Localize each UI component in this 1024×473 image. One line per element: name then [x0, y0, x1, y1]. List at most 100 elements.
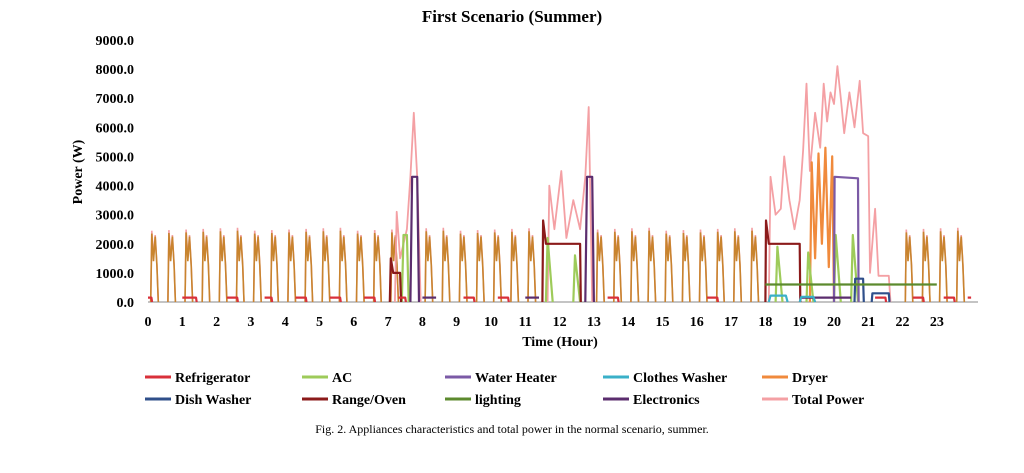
ac-cycle: [475, 232, 485, 303]
ac-cycle: [218, 231, 228, 303]
y-axis-label: Power (W): [71, 139, 86, 204]
ac-cycle: [167, 232, 177, 303]
range-oven-line: [541, 219, 582, 303]
legend-label-total-power: Total Power: [792, 393, 864, 408]
ac-cycle: [955, 230, 966, 303]
x-tick-label: 13: [587, 315, 601, 330]
ac-cycle: [681, 232, 691, 303]
refrigerator-line: [707, 296, 720, 303]
dryer-line: [808, 146, 836, 303]
ac-cycle: [664, 233, 674, 303]
ac-cycle: [304, 231, 314, 303]
clothes-washer-line: [798, 295, 817, 303]
legend-label-ac: AC: [332, 371, 352, 386]
ac-cycle: [235, 230, 245, 303]
refrigerator-line: [226, 296, 239, 303]
x-tick-label: 22: [896, 315, 910, 330]
ac-line: [774, 245, 784, 303]
ac-cycle: [184, 232, 194, 303]
legend-label-electronics: Electronics: [633, 393, 700, 408]
ac-cycle: [733, 231, 743, 303]
x-tick-label: 2: [213, 315, 220, 330]
ac-cycle: [201, 231, 211, 303]
figure-caption: Fig. 2. Appliances characteristics and t…: [315, 422, 709, 436]
x-tick-label: 23: [930, 315, 944, 330]
ac-cycle: [372, 232, 382, 303]
total-power-line: [546, 106, 594, 303]
ac-cycle: [390, 232, 400, 303]
legend-label-refrigerator: Refrigerator: [175, 371, 250, 386]
total-power-line: [394, 111, 422, 303]
refrigerator-line: [264, 296, 274, 303]
ac-cycle: [510, 231, 520, 303]
dish-washer-line: [870, 292, 891, 303]
ac-line: [544, 236, 554, 303]
x-tick-label: 19: [793, 315, 807, 330]
total-power-line: [767, 65, 892, 303]
legend-label-clothes-washer: Clothes Washer: [633, 371, 727, 386]
ac-cycle: [338, 230, 348, 303]
electronics-line: [409, 175, 421, 303]
chart-legend: Refrigerator AC Water Heater Clothes Washer…: [145, 371, 864, 408]
y-tick-label: 4000.0: [96, 180, 135, 195]
x-tick-label: 15: [655, 315, 669, 330]
x-tick-label: 1: [179, 315, 186, 330]
y-axis-ticks: 0.0 1000.0 2000.0 3000.0 4000.0 5000.0 6000.0 7…: [96, 34, 135, 311]
refrigerator-line: [182, 296, 198, 303]
electronics-line: [584, 175, 595, 303]
range-oven-line: [388, 257, 403, 303]
refrigerator-line: [148, 296, 154, 303]
refrigerator-line: [463, 296, 476, 303]
ac-cycle: [595, 232, 605, 303]
x-axis-ticks: 0 1 2 3 4 5 6 7 8 9 10 11 12 13 14 15 16 17 18 19 20 21 22 23: [145, 315, 944, 330]
y-tick-label: 0.0: [117, 296, 135, 311]
ac-cycle: [698, 232, 708, 303]
ac-cycle: [355, 233, 365, 303]
x-tick-label: 7: [385, 315, 392, 330]
refrigerator-line: [607, 296, 620, 303]
ac-cycle: [270, 232, 280, 303]
ac-cycle: [750, 230, 760, 303]
ac-cycle: [287, 232, 297, 303]
y-tick-label: 5000.0: [96, 150, 135, 165]
x-tick-label: 10: [484, 315, 498, 330]
refrigerator-line: [398, 296, 407, 303]
ac-cycle: [904, 232, 914, 303]
ac-cycle: [647, 230, 657, 303]
x-tick-label: 18: [758, 315, 772, 330]
refrigerator-line: [912, 296, 925, 303]
range-oven-line: [764, 219, 802, 303]
y-tick-label: 7000.0: [96, 92, 135, 107]
y-tick-label: 1000.0: [96, 267, 135, 282]
x-tick-label: 0: [145, 315, 152, 330]
x-tick-label: 8: [419, 315, 426, 330]
y-tick-label: 8000.0: [96, 63, 135, 78]
x-tick-label: 11: [519, 315, 532, 330]
y-tick-label: 2000.0: [96, 238, 135, 253]
legend-label-range-oven: Range/Oven: [332, 393, 406, 408]
ac-cycle: [149, 233, 160, 303]
y-tick-label: 6000.0: [96, 121, 135, 136]
ac-cycle: [441, 230, 451, 303]
power-chart: First Scenario (Summer) 0.0 1000.0 2000.0 3…: [71, 7, 978, 408]
ac-cycle: [321, 231, 331, 303]
ac-cycle: [715, 231, 725, 303]
x-tick-label: 12: [553, 315, 567, 330]
refrigerator-line: [364, 296, 377, 303]
refrigerator-line: [943, 296, 956, 303]
x-tick-label: 5: [316, 315, 323, 330]
ac-cycle: [527, 231, 537, 303]
ac-cycle: [492, 232, 503, 303]
legend-label-water-heater: Water Heater: [475, 371, 557, 386]
x-tick-label: 3: [247, 315, 254, 330]
legend-label-dryer: Dryer: [792, 371, 828, 386]
ac-cycle: [458, 233, 468, 303]
refrigerator-line: [497, 296, 510, 303]
x-tick-label: 17: [724, 315, 738, 330]
x-tick-label: 6: [350, 315, 357, 330]
y-tick-label: 3000.0: [96, 209, 135, 224]
x-tick-label: 4: [282, 315, 289, 330]
ac-cycle: [630, 231, 640, 303]
ac-cycle: [613, 231, 623, 303]
ac-cycle: [921, 231, 931, 303]
